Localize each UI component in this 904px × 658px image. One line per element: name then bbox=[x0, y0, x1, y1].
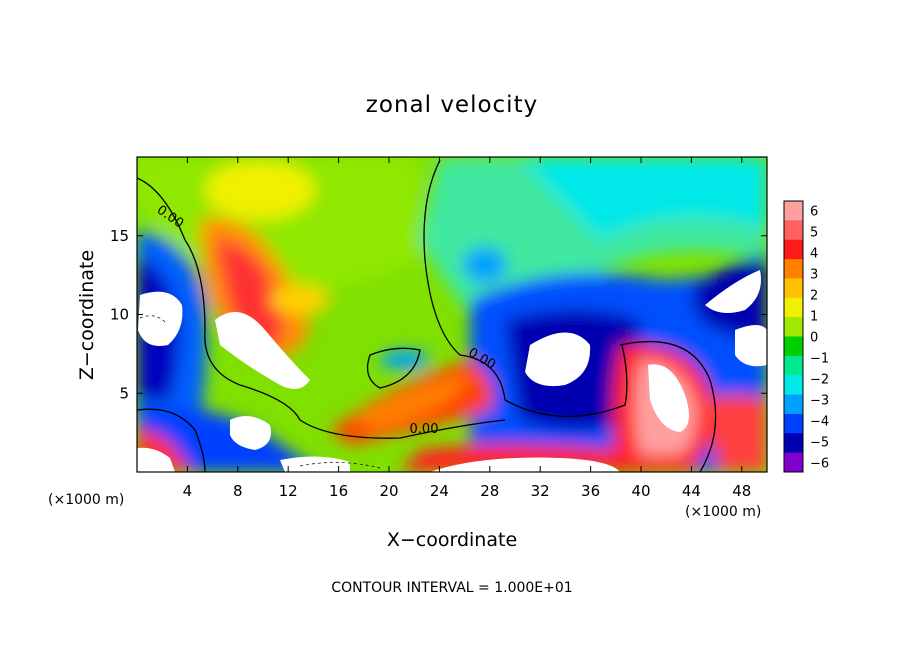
x-tick-label: 32 bbox=[531, 482, 550, 500]
colorbar-swatch bbox=[784, 394, 803, 415]
colorbar-tick-label: −5 bbox=[810, 435, 829, 450]
y-axis-label: Z−coordinate bbox=[76, 250, 98, 380]
x-tick-label: 24 bbox=[430, 482, 449, 500]
x-unit-right: (×1000 m) bbox=[685, 504, 761, 520]
colorbar-swatch bbox=[784, 220, 803, 241]
y-tick-label: 15 bbox=[110, 227, 129, 245]
colorbar-tick-label: 6 bbox=[810, 205, 818, 220]
x-tick-label: 4 bbox=[183, 482, 193, 500]
colorbar-tick-label: −1 bbox=[810, 351, 829, 366]
x-ticks: 4 8 12 16 20 24 28 32 36 40 44 48 bbox=[183, 157, 751, 500]
colorbar-swatch bbox=[784, 259, 803, 279]
colorbar-swatch bbox=[784, 317, 803, 337]
x-tick-label: 28 bbox=[480, 482, 499, 500]
chart-title: zonal velocity bbox=[366, 92, 538, 118]
x-unit-left: (×1000 m) bbox=[48, 492, 124, 508]
colorbar-tick-label: 4 bbox=[810, 247, 818, 262]
x-tick-label: 12 bbox=[279, 482, 298, 500]
colorbar-tick-label: −6 bbox=[810, 456, 829, 471]
y-ticks: 5 10 15 bbox=[110, 227, 767, 402]
y-tick-label: 10 bbox=[110, 306, 129, 324]
colorbar-swatch bbox=[784, 336, 803, 357]
x-tick-label: 48 bbox=[732, 482, 751, 500]
contour-label-3: 0.00 bbox=[410, 422, 439, 437]
colorbar-tick-label: 0 bbox=[810, 331, 818, 346]
x-tick-label: 36 bbox=[581, 482, 600, 500]
y-tick-label: 5 bbox=[119, 384, 129, 402]
colorbar-swatch bbox=[784, 297, 803, 318]
x-tick-label: 20 bbox=[379, 482, 398, 500]
colorbar-swatch bbox=[784, 355, 803, 376]
colorbar-swatch bbox=[784, 239, 803, 260]
colorbar-tick-label: 2 bbox=[810, 289, 818, 304]
heatmap-field bbox=[137, 157, 767, 472]
colorbar-swatch bbox=[784, 375, 803, 396]
colorbar-swatch bbox=[784, 201, 803, 221]
colorbar-tick-label: 1 bbox=[810, 310, 818, 325]
colorbar-swatch bbox=[784, 278, 803, 299]
colorbar-tick-label: −4 bbox=[810, 414, 829, 429]
colorbar-frame bbox=[783, 200, 804, 473]
x-tick-label: 8 bbox=[233, 482, 243, 500]
x-tick-label: 44 bbox=[682, 482, 701, 500]
colorbar-tick-label: 3 bbox=[810, 268, 818, 283]
colorbar-swatch bbox=[784, 433, 803, 454]
colorbar-tick-label: −2 bbox=[810, 372, 829, 387]
x-axis-label: X−coordinate bbox=[387, 529, 517, 551]
colorbar-swatch bbox=[784, 413, 803, 434]
colorbar: 6 5 4 3 2 1 0 −1 −2 −3 −4 −5 −6 bbox=[783, 200, 829, 473]
colorbar-tick-label: −3 bbox=[810, 393, 829, 408]
x-tick-label: 40 bbox=[631, 482, 650, 500]
colorbar-tick-label: 5 bbox=[810, 226, 818, 241]
contour-interval-note: CONTOUR INTERVAL = 1.000E+01 bbox=[331, 580, 572, 596]
x-tick-label: 16 bbox=[329, 482, 348, 500]
colorbar-swatch bbox=[784, 452, 803, 473]
